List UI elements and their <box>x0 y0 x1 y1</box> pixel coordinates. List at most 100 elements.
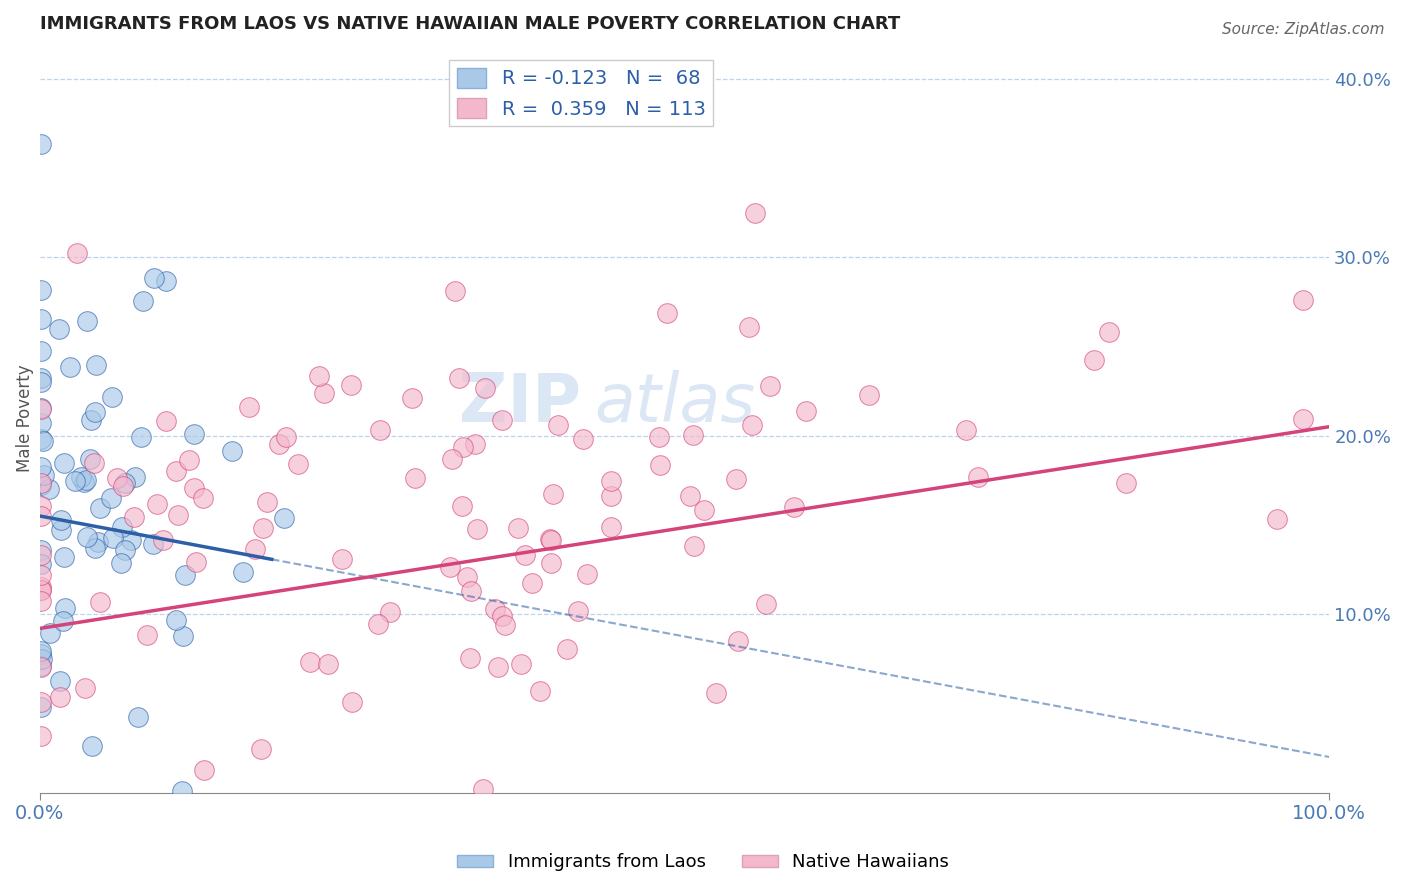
Point <box>252 521 274 535</box>
Point <box>967 469 990 483</box>
Y-axis label: Male Poverty: Male Poverty <box>15 364 34 472</box>
Point <box>464 437 486 451</box>
Point <box>30 548 52 562</box>
Legend: R = -0.123   N =  68, R =  0.359   N = 113: R = -0.123 N = 68, R = 0.359 N = 113 <box>450 60 713 127</box>
Point <box>509 657 531 672</box>
Point <box>1083 352 1105 367</box>
Point <box>538 533 561 547</box>
Point <box>38 482 60 496</box>
Point <box>520 575 543 590</box>
Point <box>693 502 716 516</box>
Point <box>53 601 76 615</box>
Point <box>89 500 111 515</box>
Point <box>30 343 52 358</box>
Point <box>30 477 52 491</box>
Point <box>486 659 509 673</box>
Point <box>32 434 55 448</box>
Point <box>1115 475 1137 490</box>
Point <box>30 729 52 743</box>
Point <box>39 625 62 640</box>
Point <box>80 413 103 427</box>
Point <box>1292 293 1315 308</box>
Point <box>30 580 52 594</box>
Point <box>49 513 72 527</box>
Point <box>491 608 513 623</box>
Point <box>167 508 190 522</box>
Point <box>65 474 87 488</box>
Point <box>727 634 749 648</box>
Point <box>30 699 52 714</box>
Point <box>120 533 142 547</box>
Point <box>101 390 124 404</box>
Point <box>439 559 461 574</box>
Point <box>600 489 623 503</box>
Point <box>299 655 322 669</box>
Legend: Immigrants from Laos, Native Hawaiians: Immigrants from Laos, Native Hawaiians <box>450 847 956 879</box>
Point <box>70 470 93 484</box>
Point <box>256 495 278 509</box>
Point <box>330 551 353 566</box>
Point <box>491 412 513 426</box>
Point <box>706 685 728 699</box>
Point <box>484 602 506 616</box>
Point <box>368 423 391 437</box>
Point <box>30 583 52 598</box>
Point <box>30 644 52 658</box>
Point <box>682 427 704 442</box>
Point <box>458 651 481 665</box>
Point <box>513 549 536 563</box>
Point <box>744 205 766 219</box>
Point <box>76 530 98 544</box>
Point <box>316 657 339 672</box>
Point <box>567 604 589 618</box>
Point <box>250 742 273 756</box>
Point <box>287 457 309 471</box>
Point <box>52 456 75 470</box>
Point <box>155 414 177 428</box>
Point <box>540 533 562 548</box>
Point <box>152 533 174 548</box>
Point <box>1267 512 1289 526</box>
Point <box>245 542 267 557</box>
Point <box>73 681 96 696</box>
Text: ZIP: ZIP <box>460 370 581 436</box>
Point <box>540 556 562 570</box>
Point <box>48 673 70 688</box>
Point <box>31 652 53 666</box>
Point <box>87 534 110 549</box>
Point <box>30 558 52 572</box>
Point <box>48 322 70 336</box>
Point <box>114 475 136 490</box>
Point <box>129 430 152 444</box>
Point <box>682 539 704 553</box>
Point <box>51 523 73 537</box>
Point <box>599 474 621 488</box>
Point <box>232 565 254 579</box>
Point <box>576 567 599 582</box>
Point <box>124 470 146 484</box>
Point <box>122 509 145 524</box>
Point <box>30 136 52 151</box>
Point <box>472 781 495 796</box>
Point <box>165 613 187 627</box>
Point <box>741 418 763 433</box>
Point <box>456 570 478 584</box>
Point <box>679 489 702 503</box>
Point <box>186 555 208 569</box>
Point <box>52 615 75 629</box>
Point <box>465 522 488 536</box>
Point <box>444 284 467 298</box>
Point <box>378 606 401 620</box>
Point <box>30 416 52 430</box>
Point <box>30 401 52 415</box>
Point <box>30 568 52 582</box>
Point <box>112 478 135 492</box>
Point <box>30 370 52 384</box>
Point <box>440 452 463 467</box>
Point <box>339 378 361 392</box>
Point <box>30 647 52 661</box>
Point <box>111 520 134 534</box>
Point <box>191 491 214 505</box>
Point <box>172 629 194 643</box>
Point <box>401 391 423 405</box>
